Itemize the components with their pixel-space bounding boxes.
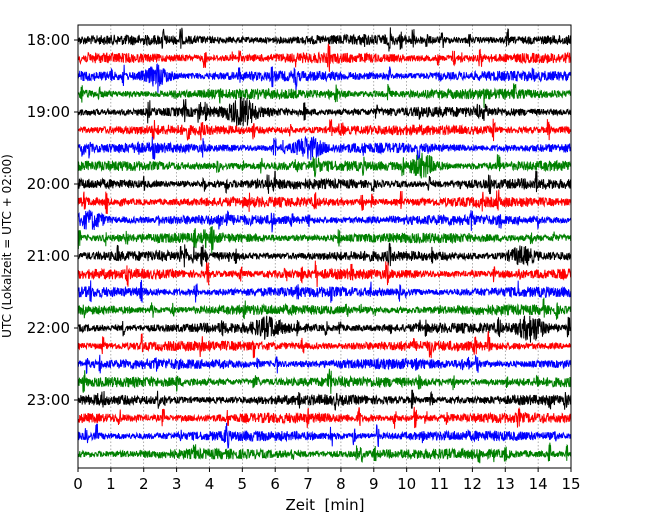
grid-lines [110, 25, 539, 468]
x-tick-label: 2 [139, 475, 149, 493]
x-tick-label: 12 [463, 475, 482, 493]
trace-line [77, 422, 572, 449]
trace-line [77, 83, 572, 108]
y-tick-label: 19:00 [27, 103, 70, 121]
trace-line [77, 189, 572, 215]
y-tick-label: 22:00 [27, 319, 70, 337]
trace-line [77, 63, 572, 93]
trace-line [77, 389, 572, 411]
x-axis-ticks: 0 1 2 3 4 5 6 7 8 9 10 11 12 13 14 15 [73, 468, 581, 493]
trace-line [77, 43, 572, 72]
trace-line [77, 242, 572, 268]
x-tick-label: 10 [397, 475, 416, 493]
trace-line [77, 226, 572, 254]
trace-line [77, 368, 572, 394]
trace-line [77, 209, 572, 233]
trace-line [77, 96, 572, 127]
y-tick-label: 23:00 [27, 391, 70, 409]
x-tick-label: 4 [205, 475, 215, 493]
trace-line [77, 118, 572, 142]
trace-line [77, 442, 572, 464]
trace-line [77, 279, 572, 303]
y-axis-label: UTC (Lokalzeit = UTC + 02:00) [0, 154, 14, 338]
plot-frame [77, 24, 572, 469]
x-tick-label: 3 [172, 475, 182, 493]
x-tick-label: 1 [106, 475, 116, 493]
trace-line [77, 297, 572, 320]
x-tick-label: 15 [561, 475, 580, 493]
y-tick-label: 18:00 [27, 31, 70, 49]
x-tick-label: 11 [430, 475, 449, 493]
trace-line [77, 331, 572, 359]
trace-line [77, 315, 572, 343]
trace-line [77, 170, 572, 195]
x-tick-label: 7 [303, 475, 313, 493]
trace-line [77, 27, 572, 52]
trace-line [77, 260, 572, 288]
seismic-traces [77, 27, 572, 464]
y-axis-ticks: 18:00 19:00 20:00 21:00 22:00 23:00 [27, 31, 78, 409]
x-tick-label: 8 [336, 475, 346, 493]
x-tick-label: 6 [270, 475, 280, 493]
x-tick-label: 9 [369, 475, 379, 493]
trace-line [77, 135, 572, 161]
trace-line [77, 152, 572, 179]
x-axis-label: Zeit [min] [285, 496, 364, 514]
trace-line [77, 354, 572, 374]
x-tick-label: 13 [496, 475, 515, 493]
trace-line [77, 406, 572, 429]
y-tick-label: 21:00 [27, 247, 70, 265]
y-tick-label: 20:00 [27, 175, 70, 193]
x-tick-label: 5 [238, 475, 248, 493]
x-tick-label: 0 [73, 475, 83, 493]
x-tick-label: 14 [529, 475, 548, 493]
